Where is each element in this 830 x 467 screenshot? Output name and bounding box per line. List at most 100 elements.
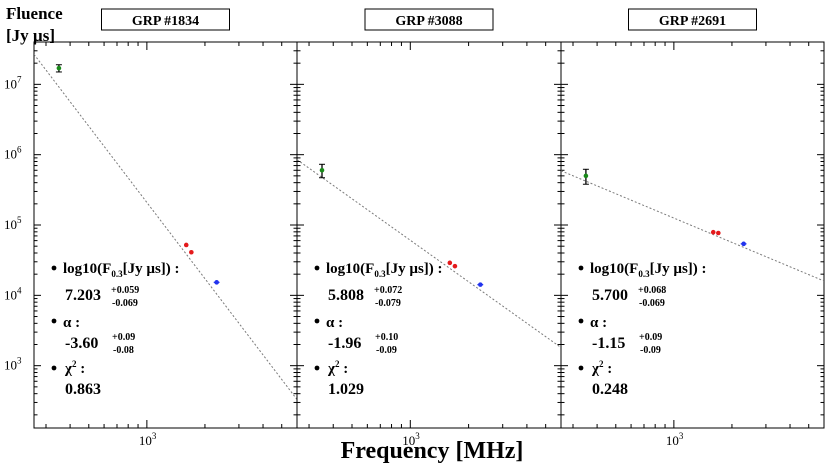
bullet-marker bbox=[314, 318, 320, 324]
point-marker bbox=[189, 249, 194, 255]
param-label-subscript: 0.3 bbox=[111, 269, 123, 279]
y-tick-base: 10 bbox=[4, 358, 17, 373]
y-tick-base: 10 bbox=[4, 287, 17, 302]
param-label-chi2: χ2 : bbox=[64, 359, 85, 377]
point-marker bbox=[478, 282, 483, 287]
param-value-chi2: 0.248 bbox=[592, 381, 628, 398]
x-tick-label: 103 bbox=[402, 431, 420, 448]
y-axis-label-line1: Fluence bbox=[6, 4, 63, 23]
data-point bbox=[213, 280, 220, 285]
data-point bbox=[716, 230, 721, 236]
param-label-tail: [Jy µs]) : bbox=[650, 261, 707, 277]
point-marker bbox=[214, 280, 219, 285]
panel-1: GRP #1834 103 log10(F0.3[Jy µs]) : 7.203 +0.… bbox=[33, 8, 298, 448]
param-label-tail: : bbox=[76, 361, 85, 377]
param-value-logf: 5.700 bbox=[592, 287, 628, 304]
param-value-logf: 5.808 bbox=[328, 287, 364, 304]
param-value-alpha: -1.96 bbox=[328, 335, 361, 352]
param-label-alpha: α : bbox=[590, 315, 607, 331]
data-point bbox=[740, 241, 747, 247]
param-label-text: log10(F bbox=[326, 261, 374, 277]
param-label-subscript: 0.3 bbox=[374, 269, 386, 279]
fit-annotation: log10(F0.3[Jy µs]) : 5.808 +0.072 -0.079 α :… bbox=[314, 261, 443, 398]
param-value-alpha: -3.60 bbox=[65, 335, 98, 352]
bullet-marker bbox=[314, 265, 320, 271]
param-error-plus: +0.072 bbox=[374, 285, 402, 296]
y-tick-exponent: 5 bbox=[17, 215, 22, 225]
param-value-chi2: 0.863 bbox=[65, 381, 101, 398]
point-marker bbox=[452, 263, 458, 269]
point-marker bbox=[183, 242, 189, 248]
fit-annotation: log10(F0.3[Jy µs]) : 7.203 +0.059 -0.069 α :… bbox=[51, 261, 180, 398]
data-point bbox=[710, 229, 716, 235]
y-axis-label-line2: [Jy µs] bbox=[6, 26, 55, 45]
param-label-superscript: 2 bbox=[599, 359, 604, 369]
x-tick-base: 10 bbox=[402, 433, 415, 448]
y-tick-exponent: 6 bbox=[17, 145, 22, 155]
panel-frame bbox=[560, 41, 825, 429]
data-point bbox=[447, 260, 453, 266]
panel-title-box bbox=[628, 8, 757, 31]
x-tick-exponent: 3 bbox=[152, 431, 157, 441]
y-tick-base: 10 bbox=[4, 147, 17, 162]
bullet-marker bbox=[51, 365, 57, 371]
point-marker bbox=[710, 229, 716, 235]
param-label-chi2: χ2 : bbox=[591, 359, 612, 377]
x-tick-exponent: 3 bbox=[679, 431, 684, 441]
point-marker bbox=[716, 230, 721, 236]
param-error-minus: -0.08 bbox=[113, 345, 134, 356]
param-error-plus: +0.068 bbox=[638, 285, 666, 296]
panel-ticks bbox=[34, 41, 298, 428]
panel-title: GRP #2691 bbox=[659, 14, 726, 29]
param-label-text: log10(F bbox=[63, 261, 111, 277]
param-error-plus: +0.10 bbox=[375, 332, 398, 343]
panel-ticks bbox=[297, 41, 562, 428]
data-point bbox=[319, 163, 326, 179]
data-point bbox=[189, 249, 194, 255]
panel-title-box bbox=[101, 8, 230, 31]
param-value-alpha: -1.15 bbox=[592, 335, 625, 352]
y-tick-label: 104 bbox=[4, 285, 22, 302]
panel-2: GRP #3088 103 log10(F0.3[Jy µs]) : 5.808 +0.… bbox=[296, 8, 562, 448]
fit-annotation: log10(F0.3[Jy µs]) : 5.700 +0.068 -0.069 α :… bbox=[578, 261, 707, 398]
point-marker bbox=[56, 65, 62, 71]
x-tick-base: 10 bbox=[139, 433, 152, 448]
param-error-plus: +0.09 bbox=[112, 332, 135, 343]
bullet-marker bbox=[578, 365, 584, 371]
point-marker bbox=[741, 241, 746, 247]
x-tick-label: 103 bbox=[139, 431, 157, 448]
panel-ticks bbox=[561, 41, 825, 428]
param-label-superscript: 2 bbox=[335, 359, 340, 369]
panel-title-box bbox=[364, 8, 494, 31]
param-value-chi2: 1.029 bbox=[328, 381, 364, 398]
param-value-logf: 7.203 bbox=[65, 287, 101, 304]
param-label-subscript: 0.3 bbox=[638, 269, 650, 279]
bullet-marker bbox=[314, 365, 320, 371]
point-marker bbox=[319, 167, 325, 173]
point-marker bbox=[447, 260, 453, 266]
param-label-tail: [Jy µs]) : bbox=[386, 261, 443, 277]
data-point bbox=[477, 282, 484, 287]
param-label-text: χ bbox=[591, 361, 600, 377]
y-tick-base: 10 bbox=[4, 217, 17, 232]
param-label-text: log10(F bbox=[590, 261, 638, 277]
param-error-plus: +0.09 bbox=[639, 332, 662, 343]
point-marker bbox=[583, 173, 589, 179]
y-tick-exponent: 3 bbox=[17, 356, 22, 366]
y-tick-exponent: 7 bbox=[17, 74, 22, 84]
bullet-marker bbox=[578, 318, 584, 324]
param-error-minus: -0.09 bbox=[640, 345, 661, 356]
panel-3: GRP #2691 103 log10(F0.3[Jy µs]) : 5.700 +0.… bbox=[560, 8, 825, 448]
param-label-logf: log10(F0.3[Jy µs]) : bbox=[326, 261, 443, 279]
y-tick-base: 10 bbox=[4, 76, 17, 91]
y-tick-label: 105 bbox=[4, 215, 22, 232]
param-label-alpha: α : bbox=[63, 315, 80, 331]
data-point bbox=[452, 263, 458, 269]
data-point bbox=[55, 64, 62, 73]
param-label-logf: log10(F0.3[Jy µs]) : bbox=[590, 261, 707, 279]
param-error-minus: -0.079 bbox=[375, 298, 401, 309]
panel-frame bbox=[33, 41, 298, 429]
